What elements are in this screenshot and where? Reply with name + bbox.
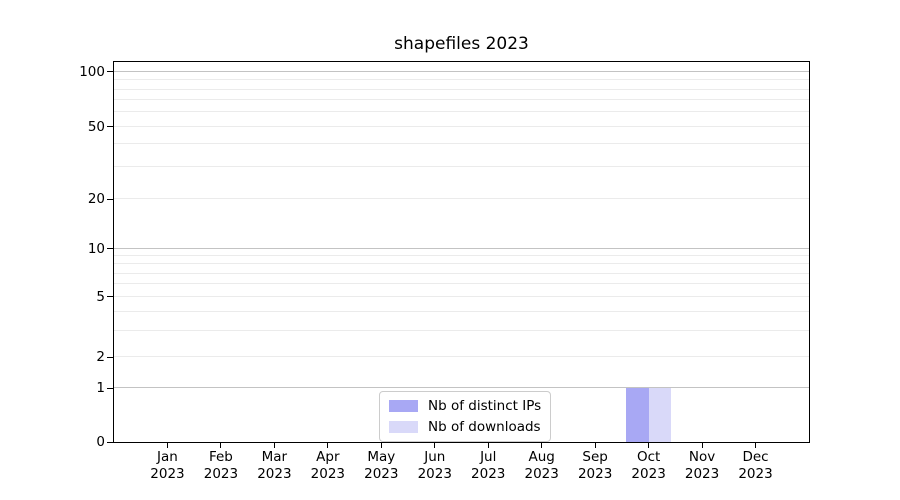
minor-gridline <box>114 329 809 331</box>
x-tick <box>220 443 222 448</box>
legend-swatch-nb-of-distinct-ips <box>389 400 418 412</box>
y-tick-label: 50 <box>87 118 105 135</box>
major-gridline <box>114 70 809 72</box>
x-tick-label: Nov 2023 <box>684 449 720 482</box>
legend: Nb of distinct IPs Nb of downloads <box>379 391 552 442</box>
minor-gridline <box>114 79 809 81</box>
x-tick <box>327 443 329 448</box>
y-tick-label: 10 <box>87 240 105 257</box>
y-tick <box>107 387 113 389</box>
x-tick-label: Aug 2023 <box>524 449 559 482</box>
x-tick-label: Sep 2023 <box>577 449 613 482</box>
y-tick <box>107 356 113 358</box>
x-tick <box>273 443 275 448</box>
y-tick <box>107 198 113 200</box>
legend-swatch-nb-of-downloads <box>389 421 418 433</box>
plot-area <box>113 61 810 443</box>
y-tick-label: 1 <box>96 380 105 397</box>
minor-gridline <box>114 356 809 358</box>
bar-nb-of-downloads <box>648 388 671 442</box>
y-tick <box>107 126 113 128</box>
major-gridline <box>114 248 809 249</box>
x-tick <box>701 443 703 448</box>
y-tick-label: 5 <box>96 288 105 305</box>
x-tick-label: Dec 2023 <box>738 449 773 482</box>
major-gridline <box>114 387 809 389</box>
x-tick <box>166 443 168 448</box>
y-tick <box>107 248 113 250</box>
minor-gridline <box>114 255 809 257</box>
y-tick-label: 0 <box>96 434 105 450</box>
x-tick-label: Oct 2023 <box>631 449 666 482</box>
minor-gridline <box>114 125 809 127</box>
minor-gridline <box>114 198 809 200</box>
legend-label: Nb of distinct IPs <box>428 398 542 414</box>
minor-gridline <box>114 283 809 285</box>
y-tick <box>107 71 113 73</box>
x-tick <box>648 443 650 448</box>
x-tick-label: Jun 2023 <box>417 449 452 482</box>
x-tick <box>380 443 382 448</box>
x-tick <box>541 443 543 448</box>
legend-label: Nb of downloads <box>428 419 541 435</box>
y-tick-label: 20 <box>87 191 105 208</box>
legend-item: Nb of downloads <box>389 419 541 435</box>
legend-item: Nb of distinct IPs <box>389 398 541 414</box>
x-tick-label: Jul 2023 <box>471 449 506 482</box>
minor-gridline <box>114 272 809 274</box>
minor-gridline <box>114 295 809 297</box>
minor-gridline <box>114 143 809 145</box>
x-tick <box>594 443 596 448</box>
chart-title: shapefiles 2023 <box>394 34 529 54</box>
x-tick-label: May 2023 <box>364 449 399 482</box>
minor-gridline <box>114 166 809 168</box>
x-tick-label: Jan 2023 <box>150 449 185 482</box>
minor-gridline <box>114 88 809 90</box>
x-tick-label: Apr 2023 <box>310 449 346 482</box>
x-tick <box>487 443 489 448</box>
minor-gridline <box>114 263 809 265</box>
y-tick-label: 100 <box>79 63 105 80</box>
y-tick <box>107 441 113 443</box>
bar-nb-of-distinct-ips <box>626 388 649 442</box>
x-tick-label: Feb 2023 <box>203 449 239 482</box>
y-tick-label: 2 <box>96 349 105 366</box>
x-tick <box>755 443 757 448</box>
x-tick <box>434 443 436 448</box>
minor-gridline <box>114 310 809 312</box>
minor-gridline <box>114 99 809 101</box>
y-tick <box>107 296 113 298</box>
minor-gridline <box>114 111 809 113</box>
x-tick-label: Mar 2023 <box>257 449 292 482</box>
